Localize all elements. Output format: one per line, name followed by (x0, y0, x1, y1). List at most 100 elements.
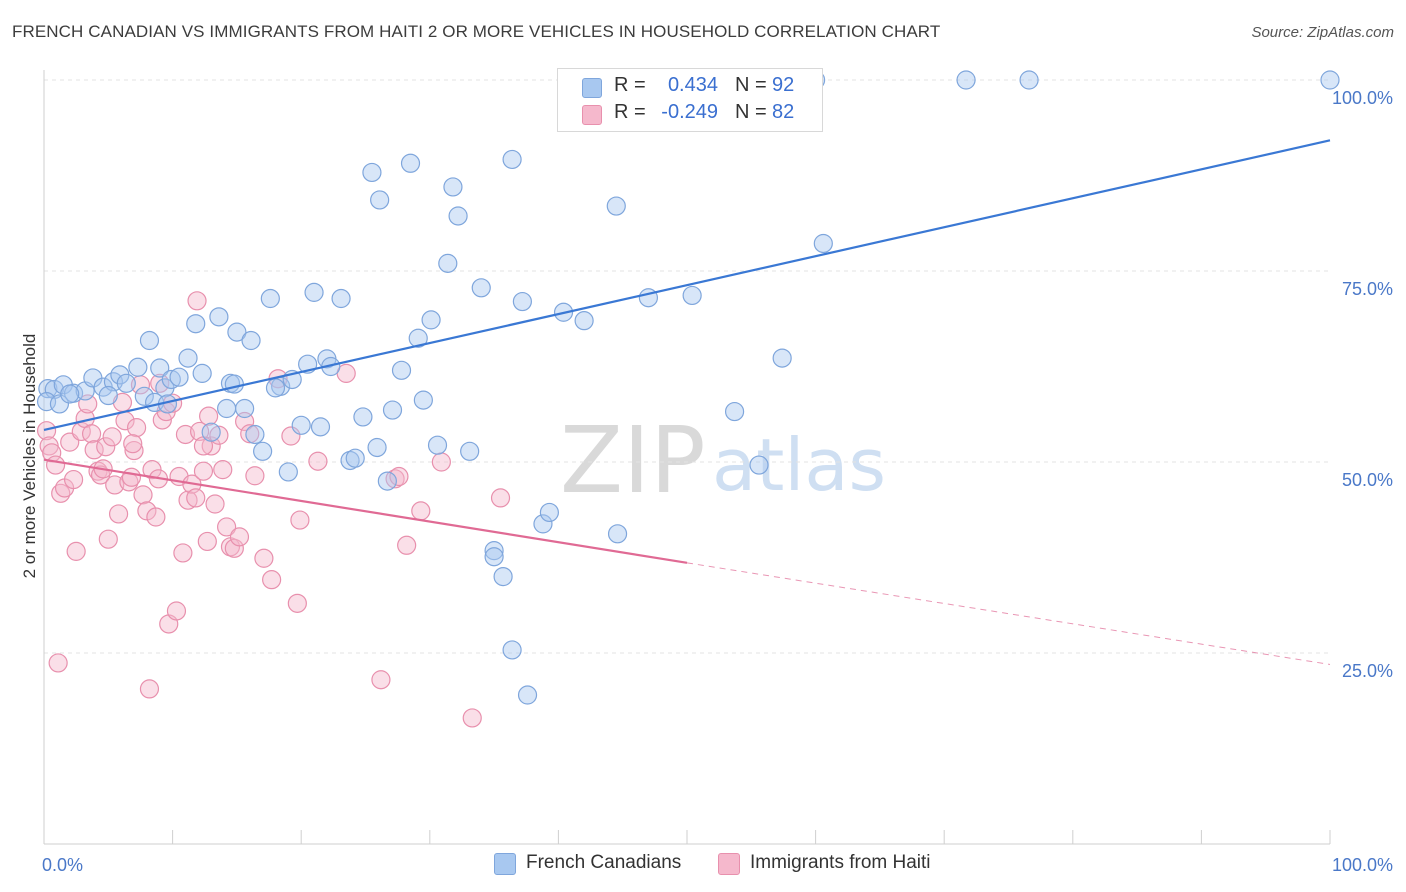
trend-line-french-canadians (43, 139, 1331, 431)
point-french-canadians (235, 398, 255, 419)
point-immigrants-from-haiti (66, 541, 86, 561)
point-immigrants-from-haiti (178, 490, 198, 510)
point-french-canadians (128, 357, 148, 377)
y-tick-label: 75.0% (1342, 279, 1393, 299)
gridlines (44, 79, 1330, 654)
point-french-canadians (607, 524, 628, 544)
point-french-canadians (60, 384, 80, 404)
point-immigrants-from-haiti (173, 543, 193, 563)
y-tick-label: 100.0% (1332, 88, 1393, 108)
point-french-canadians (1019, 70, 1039, 90)
point-french-canadians (169, 367, 189, 387)
legend-swatch-blue (582, 78, 602, 98)
point-french-canadians (400, 153, 421, 173)
point-french-canadians (201, 422, 221, 442)
point-immigrants-from-haiti (229, 527, 250, 547)
point-french-canadians (413, 390, 433, 410)
point-immigrants-from-haiti (133, 485, 153, 505)
ticks: 25.0% 50.0% 75.0% 100.0% 0.0% 100.0% (42, 88, 1393, 875)
point-french-canadians (382, 400, 403, 420)
point-french-canadians (310, 417, 331, 437)
point-french-canadians (956, 70, 976, 90)
point-french-canadians (278, 462, 298, 482)
point-french-canadians (408, 328, 428, 348)
point-french-canadians (217, 398, 237, 419)
point-immigrants-from-haiti (205, 494, 225, 514)
point-french-canadians (377, 471, 397, 491)
point-immigrants-from-haiti (108, 504, 129, 524)
point-immigrants-from-haiti (240, 424, 260, 444)
point-immigrants-from-haiti (197, 531, 217, 552)
point-immigrants-from-haiti (308, 451, 328, 471)
trend-line-immigrants-from-haiti (43, 458, 688, 564)
legend-n-label: N = (735, 74, 767, 96)
point-immigrants-from-haiti (235, 411, 255, 432)
point-french-canadians (345, 448, 365, 468)
point-french-canadians (493, 566, 513, 587)
y-tick-label: 25.0% (1342, 661, 1393, 681)
point-french-canadians (353, 407, 373, 427)
legend-r-label: R = (614, 74, 646, 96)
point-immigrants-from-haiti (213, 460, 233, 480)
point-immigrants-from-haiti (123, 434, 143, 454)
point-french-canadians (421, 310, 441, 330)
point-immigrants-from-haiti (96, 437, 116, 457)
legend-row-immigrants-from-haiti: R = -0.249 N = 82 (558, 101, 822, 127)
point-immigrants-from-haiti (126, 418, 147, 438)
point-french-canadians (512, 291, 532, 312)
point-immigrants-from-haiti (245, 466, 265, 486)
legend-n-value: 92 (772, 74, 795, 96)
point-french-canadians (260, 288, 280, 309)
point-immigrants-from-haiti (186, 488, 206, 508)
point-french-canadians (484, 541, 504, 561)
point-french-canadians (161, 369, 181, 390)
point-immigrants-from-haiti (98, 529, 118, 549)
point-french-canadians (502, 640, 522, 660)
point-french-canadians (265, 378, 286, 398)
point-french-canadians (253, 441, 273, 461)
point-french-canadians (724, 401, 745, 422)
point-french-canadians (49, 394, 70, 414)
point-french-canadians (192, 363, 212, 383)
point-french-canadians (460, 441, 480, 461)
point-french-canadians (116, 373, 136, 393)
point-french-canadians (448, 206, 468, 226)
legend-n-value: 82 (772, 101, 795, 123)
point-immigrants-from-haiti (217, 517, 237, 537)
point-french-canadians (209, 307, 229, 327)
legend-r-label: R = (614, 101, 646, 123)
y-tick-label: 50.0% (1342, 470, 1393, 490)
series-french-canadians (36, 70, 1340, 705)
point-french-canadians (749, 455, 769, 475)
point-immigrants-from-haiti (36, 421, 57, 441)
point-immigrants-from-haiti (175, 424, 196, 445)
point-french-canadians (291, 415, 311, 435)
point-immigrants-from-haiti (254, 548, 274, 568)
point-french-canadians (331, 288, 351, 309)
bottom-legend-swatch-pink (718, 853, 740, 875)
point-french-canadians (813, 233, 833, 254)
point-french-canadians (502, 149, 522, 170)
point-immigrants-from-haiti (201, 436, 221, 456)
point-immigrants-from-haiti (224, 538, 244, 558)
point-french-canadians (471, 278, 491, 298)
legend-swatch-pink (582, 105, 602, 125)
point-french-canadians (574, 311, 594, 331)
point-immigrants-from-haiti (431, 452, 451, 472)
point-french-canadians (517, 685, 538, 705)
bottom-legend-swatch-blue (494, 853, 516, 875)
trend-line-extension-immigrants-from-haiti (686, 562, 1331, 665)
point-immigrants-from-haiti (371, 670, 391, 690)
point-french-canadians (245, 424, 265, 445)
point-french-canadians (134, 386, 154, 406)
chart-source: Source: ZipAtlas.com (1251, 24, 1394, 41)
point-french-canadians (427, 435, 448, 455)
point-french-canadians (370, 190, 390, 210)
point-immigrants-from-haiti (490, 488, 511, 508)
point-french-canadians (362, 162, 382, 183)
point-immigrants-from-haiti (209, 425, 229, 445)
point-french-canadians (224, 374, 244, 394)
point-immigrants-from-haiti (48, 653, 68, 673)
point-immigrants-from-haiti (102, 427, 122, 447)
